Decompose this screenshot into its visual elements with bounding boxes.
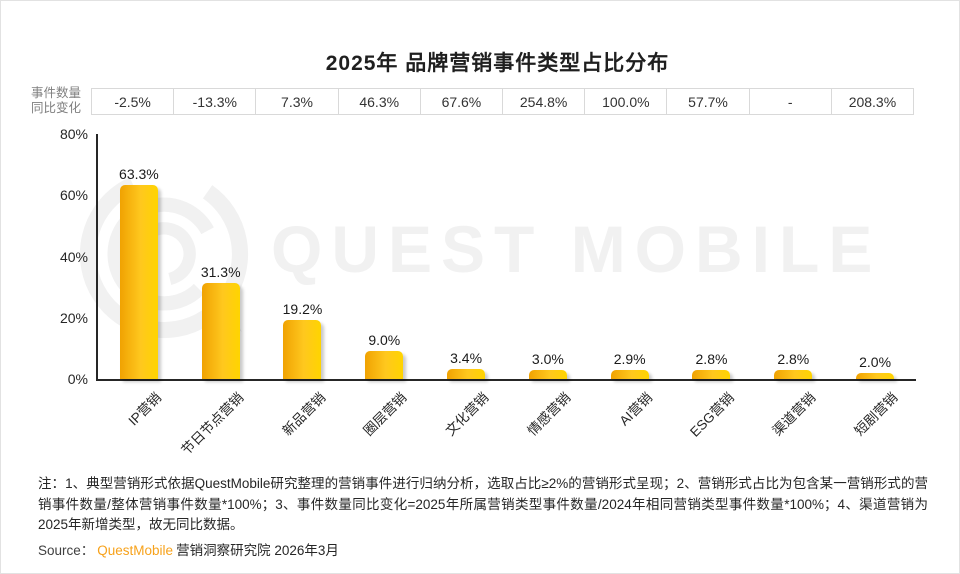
bar-column: 3.0% [507,134,589,379]
bar-column: 2.0% [834,134,916,379]
x-label-cell: 圈层营销 [343,379,425,465]
yoy-axis-label: 事件数量 同比变化 [31,86,89,116]
x-label-cell: IP营销 [98,379,180,465]
yoy-axis-label-line2: 同比变化 [31,101,82,115]
x-label-cell: ESG营销 [671,379,753,465]
bar-value-label: 9.0% [368,332,401,348]
source-brand: QuestMobile [97,543,174,558]
x-label-cell: 短剧营销 [834,379,916,465]
questmobile-text-watermark: QUEST MOBILE [271,212,882,286]
footnotes: 注：1、典型营销形式依据QuestMobile研究整理的营销事件进行归纳分析，选… [38,476,928,532]
x-label-cell: AI营销 [589,379,671,465]
yoy-cell: -13.3% [173,89,255,114]
bar [201,283,240,379]
x-category-label: 短剧营销 [851,389,901,439]
y-tick-label: 60% [59,187,88,204]
y-tick-label: 40% [59,248,88,265]
bar [692,370,731,379]
yoy-cell: 208.3% [830,89,913,114]
yoy-cell: 100.0% [584,89,666,114]
yoy-cell: - [748,89,831,114]
bar-value-label: 2.8% [695,351,728,367]
bar-column: 9.0% [343,134,425,379]
x-category-label: 渠道营销 [769,389,819,439]
bar-column: 19.2% [262,134,344,379]
bar-column: 2.9% [589,134,671,379]
y-tick-label: 20% [59,309,88,326]
yoy-change-table: -2.5% -13.3% 7.3% 46.3% 67.6% 254.8% 100.0% 57.… [91,88,914,115]
x-label-cell: 情感营销 [507,379,589,465]
bar [447,369,486,379]
yoy-cell: 57.7% [666,89,748,114]
bar-column: 2.8% [671,134,753,379]
x-category-label: 节日节点营销 [178,389,247,458]
bar-column: 2.8% [752,134,834,379]
yoy-cell: 67.6% [419,89,502,114]
bar [283,320,322,379]
x-category-label: 圈层营销 [360,389,410,439]
source-prefix: Source： [38,543,95,558]
x-category-label: IP营销 [125,389,165,429]
bar-value-label: 3.4% [450,350,483,366]
x-label-cell: 文化营销 [425,379,507,465]
yoy-axis-label-line1: 事件数量 [31,86,82,100]
yoy-cell: 7.3% [255,89,337,114]
bar-chart-plot-area: 0% 20% 40% 60% 80% 63.3% 31.3% 19.2% 9.0% 3.4% 3.… [60,126,916,458]
bar-column: 31.3% [180,134,262,379]
bar-value-label: 2.8% [777,351,810,367]
x-category-label: 情感营销 [524,389,574,439]
bar-value-label: 2.9% [613,351,646,367]
x-category-label: AI营销 [616,389,656,429]
x-axis-labels: IP营销 节日节点营销 新品营销 圈层营销 文化营销 情感营销 AI营销 ESG营销 渠道营销短… [98,379,916,465]
bar-value-label: 31.3% [200,264,241,280]
x-category-label: 新品营销 [279,389,328,439]
yoy-cell: 254.8% [502,89,584,114]
yoy-cell: 46.3% [337,89,420,114]
bar-column: 3.4% [425,134,507,379]
bar [528,370,567,379]
x-label-cell: 渠道营销 [752,379,834,465]
bar [610,370,649,379]
bar-column: 63.3% [98,134,180,379]
source-suffix: 营销洞察研究院 2026年3月 [176,543,339,558]
x-category-label: 文化营销 [442,389,492,439]
bar-value-label: 2.0% [859,354,892,370]
y-tick-label: 80% [59,126,88,142]
source-line: Source： QuestMobile 营销洞察研究院 2026年3月 [38,539,339,559]
y-tick-label: 0% [67,371,88,387]
bar-value-label: 3.0% [531,351,564,367]
x-label-cell: 新品营销 [262,379,344,465]
yoy-cell: -2.5% [114,93,151,110]
bar [856,373,895,379]
x-label-cell: 节日节点营销 [178,379,262,465]
bars: 63.3% 31.3% 19.2% 9.0% 3.4% 3.0% 2.9% 2.8% 2.8% 2… [98,134,916,379]
chart-title: 2025年 品牌营销事件类型占比分布 [325,52,670,75]
bar-value-label: 63.3% [119,166,159,182]
bar [365,351,404,379]
bar [774,370,813,379]
bar [119,185,158,379]
x-category-label: ESG营销 [687,389,737,440]
bar-value-label: 19.2% [282,301,323,317]
